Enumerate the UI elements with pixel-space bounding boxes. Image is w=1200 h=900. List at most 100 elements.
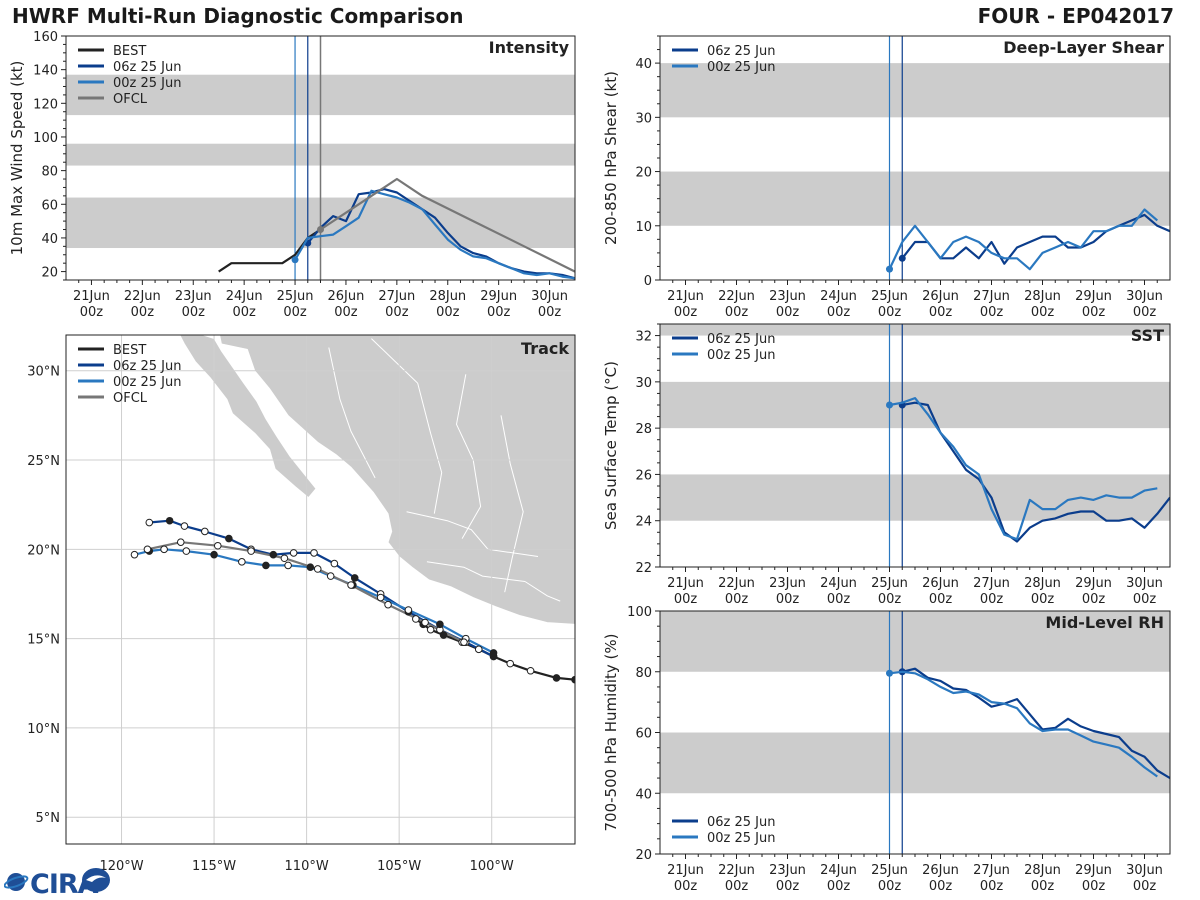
rh-xtick-sublabel: 00z	[776, 879, 800, 894]
rh-panel: 2040608010021Jun00z22Jun00z23Jun00z24Jun…	[602, 605, 1171, 894]
track-lat-label: 25°N	[27, 454, 60, 469]
track-marker-ofcl	[143, 545, 152, 554]
intensity-ytick-label: 120	[33, 97, 58, 112]
track-lon-label: 100°W	[470, 859, 514, 874]
track-marker-ofcl	[213, 541, 222, 550]
shear-xtick-label: 28Jun	[1024, 289, 1061, 304]
sst-ylabel: Sea Surface Temp (°C)	[602, 361, 620, 530]
sst-xtick-sublabel: 00z	[1082, 592, 1106, 607]
sst-xtick-label: 23Jun	[769, 576, 806, 591]
intensity-ytick-label: 40	[41, 232, 58, 247]
shear-xtick-sublabel: 00z	[827, 305, 851, 320]
track-marker-ofcl	[176, 538, 185, 546]
shear-xtick-sublabel: 00z	[1082, 305, 1106, 320]
shear-xtick-sublabel: 00z	[980, 305, 1004, 320]
sst-start-marker-run00	[886, 401, 893, 409]
shear-ytick-label: 10	[635, 220, 652, 235]
shear-band-1	[660, 63, 1170, 118]
intensity-ytick-label: 100	[33, 131, 58, 146]
rh-ytick-label: 40	[635, 787, 652, 802]
track-title: Track	[521, 339, 569, 358]
track-marker-run06	[269, 550, 278, 559]
intensity-ytick-label: 80	[41, 165, 58, 180]
shear-xtick-label: 27Jun	[973, 289, 1010, 304]
shear-xtick-sublabel: 00z	[725, 305, 749, 320]
intensity-xtick-sublabel: 00z	[80, 305, 104, 320]
track-marker-best	[412, 615, 420, 623]
intensity-start-marker-ofcl	[317, 226, 324, 234]
track-marker-run00	[326, 572, 335, 580]
track-marker-run06	[165, 516, 174, 525]
rh-xtick-sublabel: 00z	[674, 879, 698, 894]
rh-band-0	[660, 732, 1170, 794]
track-legend-label: BEST	[113, 343, 146, 358]
intensity-xtick-label: 25Jun	[277, 289, 314, 304]
sst-band-0	[660, 474, 1170, 521]
intensity-xtick-sublabel: 00z	[436, 305, 460, 320]
rh-xtick-sublabel: 00z	[725, 879, 749, 894]
rh-xtick-sublabel: 00z	[827, 879, 851, 894]
rh-title: Mid-Level RH	[1045, 613, 1164, 632]
sst-title: SST	[1131, 326, 1164, 345]
shear-series-run06	[901, 213, 1170, 265]
rh-plot-area	[660, 611, 1170, 854]
sst-xtick-sublabel: 00z	[929, 592, 953, 607]
sst-series-run00	[889, 397, 1158, 541]
track-marker-ofcl	[460, 638, 468, 646]
intensity-ytick-label: 140	[33, 64, 58, 79]
rh-ytick-label: 20	[635, 848, 652, 863]
intensity-panel: 2040608010012014016021Jun00z22Jun00z23Ju…	[8, 30, 576, 320]
track-legend-label: 06z 25 Jun	[113, 359, 182, 374]
rh-ylabel: 700-500 hPa Humidity (%)	[602, 633, 620, 831]
sst-xtick-sublabel: 00z	[827, 592, 851, 607]
rh-xtick-sublabel: 00z	[1133, 879, 1157, 894]
sst-ytick-label: 28	[635, 422, 652, 437]
shear-xtick-sublabel: 00z	[1133, 305, 1157, 320]
shear-xtick-sublabel: 00z	[929, 305, 953, 320]
track-marker-run00	[306, 563, 315, 571]
intensity-xtick-label: 28Jun	[429, 289, 466, 304]
track-marker-run06	[350, 574, 359, 582]
track-marker-ofcl	[247, 547, 255, 555]
shear-xtick-sublabel: 00z	[776, 305, 800, 320]
shear-xtick-label: 23Jun	[769, 289, 806, 304]
track-marker-ofcl	[421, 618, 429, 627]
state-border	[500, 415, 524, 593]
track-legend-label: OFCL	[113, 391, 148, 406]
state-border	[426, 561, 526, 582]
intensity-legend-label: OFCL	[113, 92, 148, 107]
rh-xtick-label: 24Jun	[820, 863, 857, 878]
intensity-xtick-sublabel: 00z	[131, 305, 155, 320]
sst-xtick-label: 24Jun	[820, 576, 857, 591]
rh-xtick-label: 30Jun	[1126, 863, 1163, 878]
sst-ytick-label: 32	[635, 330, 652, 345]
intensity-xtick-sublabel: 00z	[283, 305, 307, 320]
shear-xtick-sublabel: 00z	[674, 305, 698, 320]
intensity-xtick-label: 21Jun	[73, 289, 110, 304]
rh-xtick-sublabel: 00z	[929, 879, 953, 894]
sst-xtick-sublabel: 00z	[980, 592, 1004, 607]
rh-xtick-sublabel: 00z	[878, 879, 902, 894]
rh-ytick-label: 80	[635, 666, 652, 681]
rh-xtick-sublabel: 00z	[1082, 879, 1106, 894]
track-lon-label: 115°W	[192, 859, 236, 874]
sst-xtick-label: 21Jun	[667, 576, 704, 591]
state-border	[406, 511, 539, 557]
track-marker-ofcl	[384, 600, 392, 609]
shear-ytick-label: 30	[635, 111, 652, 126]
page-title: HWRF Multi-Run Diagnostic Comparison	[12, 4, 464, 28]
rh-xtick-label: 23Jun	[769, 863, 806, 878]
sst-xtick-label: 28Jun	[1024, 576, 1061, 591]
track-marker-run06	[180, 522, 189, 530]
shear-panel: 01020304021Jun00z22Jun00z23Jun00z24Jun00…	[602, 35, 1171, 320]
track-marker-run06	[201, 527, 209, 536]
shear-start-marker-run00	[886, 265, 893, 273]
rh-xtick-label: 28Jun	[1024, 863, 1061, 878]
cira-logo: CIRA	[4, 868, 110, 898]
shear-xtick-sublabel: 00z	[1031, 305, 1055, 320]
track-lat-label: 15°N	[27, 633, 60, 648]
track-marker-run00	[489, 649, 498, 657]
sst-xtick-sublabel: 00z	[878, 592, 902, 607]
shear-band-0	[660, 171, 1170, 226]
